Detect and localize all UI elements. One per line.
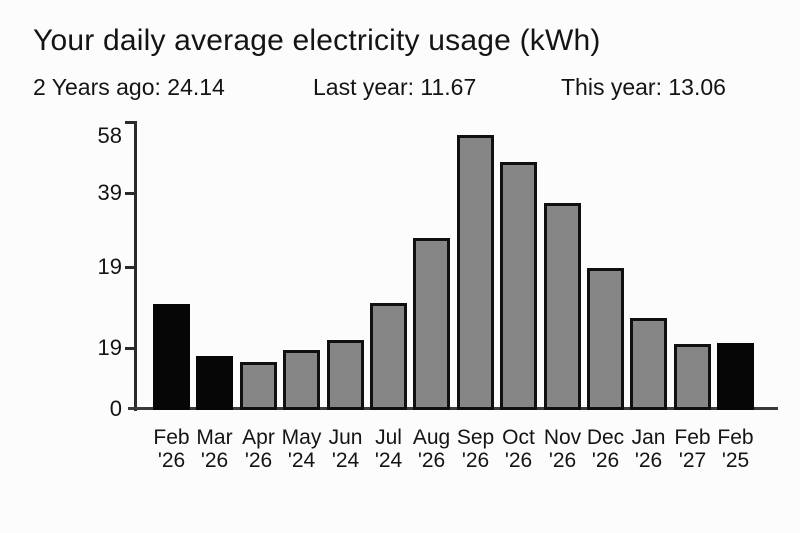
x-axis-label-month: Sep — [456, 426, 495, 449]
x-axis-label: Feb '27 — [661, 426, 725, 472]
x-axis-label-year: '26 — [504, 449, 533, 472]
page-title: Your daily average electricity usage (kW… — [33, 24, 601, 57]
y-tick-label: 19 — [97, 254, 122, 279]
x-axis-label-month: Aug — [412, 426, 451, 449]
bar-nov-26 — [544, 203, 581, 410]
stat-last-year: Last year: 11.67 — [313, 74, 477, 100]
x-axis-label-month: Apr — [242, 426, 275, 449]
x-axis-label: Nov '26 — [531, 426, 595, 472]
y-tick-label: 0 — [109, 396, 122, 421]
x-axis-label: May '24 — [270, 426, 334, 472]
bar-jun-24 — [327, 340, 364, 410]
x-axis-label-month: Mar — [196, 426, 233, 449]
y-tick-label: 19 — [97, 335, 122, 360]
x-axis-label: Apr '26 — [227, 426, 291, 472]
bar-apr-26 — [240, 362, 277, 410]
bar-jan-26 — [630, 318, 667, 410]
x-axis-label-month: Dec — [586, 426, 625, 449]
x-axis-label: Sep '26 — [444, 426, 508, 472]
x-axis-label-year: '27 — [678, 449, 707, 472]
x-axis-label-year: '26 — [157, 449, 186, 472]
stat-two-years-ago: 2 Years ago: 24.14 — [33, 74, 225, 100]
x-axis-label-year: '26 — [200, 449, 229, 472]
x-axis-label: Oct '26 — [487, 426, 551, 472]
x-axis-label-year: '26 — [417, 449, 446, 472]
x-axis-label: Jan '26 — [617, 426, 681, 472]
x-axis-label: Mar '26 — [183, 426, 247, 472]
x-axis-label-year: '24 — [374, 449, 403, 472]
y-tick-label: 39 — [97, 180, 122, 205]
y-tick-mark — [125, 121, 136, 124]
x-axis-label-month: May — [281, 426, 322, 449]
x-axis-label: Aug '26 — [400, 426, 464, 472]
x-axis-baseline — [128, 407, 778, 410]
x-axis-label-year: '24 — [331, 449, 360, 472]
usage-stats-row: 2 Years ago: 24.14 Last year: 11.67 This… — [0, 74, 800, 104]
x-axis-label-month: Oct — [502, 426, 535, 449]
x-axis-label: Feb '25 — [704, 426, 768, 472]
x-axis-label-year: '26 — [461, 449, 490, 472]
y-tick-mark — [125, 192, 136, 195]
bar-aug-26 — [413, 238, 450, 410]
bar-mar-26 — [196, 356, 233, 410]
x-axis-label-year: '26 — [548, 449, 577, 472]
stat-this-year: This year: 13.06 — [561, 74, 726, 100]
x-axis-label-month: Nov — [543, 426, 582, 449]
x-axis-label-year: '24 — [287, 449, 316, 472]
x-axis-label: Jun '24 — [314, 426, 378, 472]
y-tick-label: 58 — [97, 123, 122, 148]
x-axis-label: Dec '26 — [574, 426, 638, 472]
x-axis-label-year: '26 — [591, 449, 620, 472]
x-axis-label-year: '25 — [721, 449, 750, 472]
x-axis-label-month: Jun — [328, 426, 363, 449]
x-axis-label-year: '26 — [244, 449, 273, 472]
x-axis-label-month: Feb — [674, 426, 711, 449]
bar-feb-25 — [717, 343, 754, 410]
bar-jul-24 — [370, 303, 407, 410]
y-tick-mark — [125, 347, 136, 350]
x-axis-label: Jul '24 — [357, 426, 421, 472]
bar-sep-26 — [457, 135, 494, 410]
bar-oct-26 — [500, 162, 537, 410]
x-axis-label-year: '26 — [634, 449, 663, 472]
x-axis-label-month: Feb — [717, 426, 754, 449]
bar-dec-26 — [587, 268, 624, 410]
bar-feb-26 — [153, 304, 190, 410]
x-axis-label-month: Jan — [631, 426, 666, 449]
bar-may-24 — [283, 350, 320, 410]
x-axis-label: Feb '26 — [140, 426, 204, 472]
bar-feb-27 — [674, 344, 711, 410]
y-tick-mark — [125, 266, 136, 269]
x-axis-label-month: Jul — [375, 426, 402, 449]
x-axis-label-month: Feb — [153, 426, 190, 449]
